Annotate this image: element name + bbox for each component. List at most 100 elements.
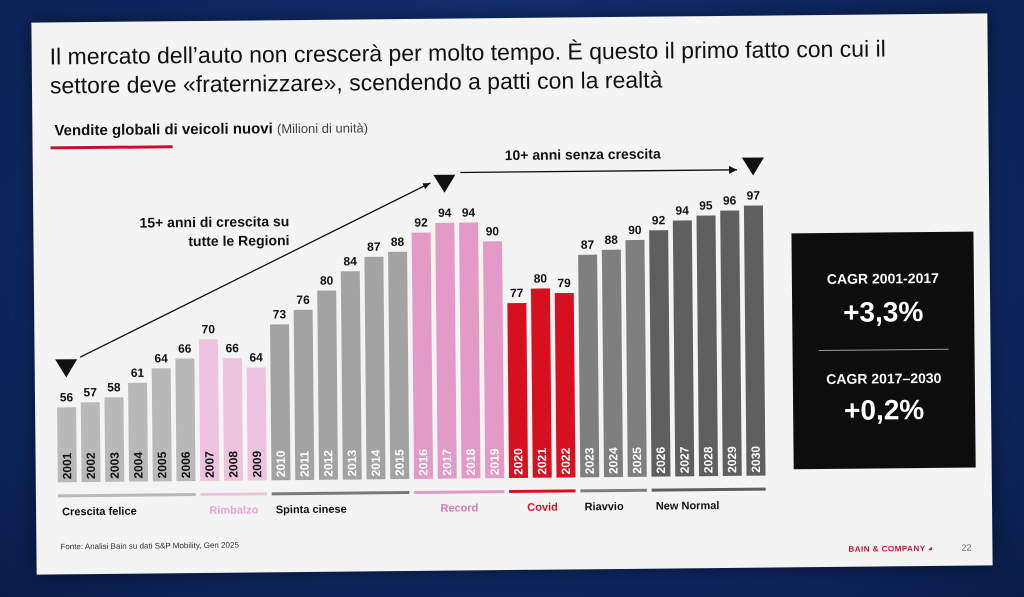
value-label-2001: 56 [60, 390, 74, 404]
bar-2003 [104, 397, 125, 482]
bar-2025 [625, 239, 647, 477]
year-label-2017: 2017 [440, 449, 454, 476]
bar-2019 [482, 241, 505, 479]
bar-2011 [293, 309, 315, 481]
year-label-2027: 2027 [677, 446, 691, 473]
year-label-2012: 2012 [321, 450, 335, 477]
value-label-2019: 90 [486, 224, 500, 238]
year-label-2004: 2004 [131, 452, 145, 479]
phase-line-covid [509, 489, 576, 494]
phase-line-crescita_felice [57, 493, 196, 498]
year-label-2002: 2002 [84, 452, 98, 479]
phase-line-record [414, 490, 505, 494]
bar-2021 [530, 288, 552, 478]
bar-2015 [388, 251, 410, 480]
value-label-2017: 94 [438, 206, 452, 220]
phase-label-rimbalzo: Rimbalzo [209, 504, 258, 516]
brand-name: BAIN & COMPANY [848, 544, 926, 554]
brand-logo: BAIN & COMPANY ◕ [848, 544, 933, 554]
year-label-2016: 2016 [416, 449, 430, 476]
value-label-2015: 88 [391, 235, 405, 249]
page-number: 22 [961, 542, 972, 553]
year-label-2001: 2001 [60, 452, 74, 479]
cagr-label-1: CAGR 2001-2017 [826, 269, 939, 287]
phase-line-new_normal [651, 487, 766, 492]
bar-2017 [435, 222, 457, 479]
phase-line-rimbalzo [200, 492, 267, 497]
year-label-2008: 2008 [226, 451, 240, 478]
year-label-2020: 2020 [511, 448, 525, 475]
year-label-2028: 2028 [701, 446, 715, 473]
marker-triangle-2001 [55, 359, 78, 378]
bar-2008 [222, 358, 244, 481]
phase-label-riavvio: Riavvio [584, 501, 624, 513]
phase-label-record: Record [440, 502, 478, 514]
year-label-2030: 2030 [749, 446, 763, 473]
bar-2018 [459, 222, 481, 479]
bar-2002 [80, 402, 101, 483]
bar-2010 [270, 324, 291, 481]
bar-2016 [411, 232, 434, 479]
growth-annotation-line1: 15+ anni di crescita su [139, 213, 290, 231]
marker-triangle-2030 [741, 157, 764, 176]
year-label-2029: 2029 [725, 446, 739, 473]
value-label-2011: 76 [296, 293, 310, 307]
value-label-2005: 64 [154, 351, 168, 365]
growth-annotation-line2: tutte le Regioni [188, 232, 290, 250]
value-label-2026: 92 [652, 213, 666, 227]
year-label-2010: 2010 [274, 450, 288, 477]
bar-2006 [175, 358, 196, 482]
bar-2030 [743, 205, 766, 476]
cagr-value-1: +3,3% [842, 296, 924, 328]
growth-arrow-line [79, 182, 431, 358]
bar-2028 [696, 215, 719, 477]
value-label-2008: 66 [226, 341, 240, 355]
stagnation-arrow-head [729, 165, 738, 174]
value-label-2020: 77 [510, 286, 524, 300]
bar-2029 [720, 210, 742, 476]
bar-2012 [317, 290, 339, 480]
year-label-2014: 2014 [369, 449, 383, 476]
year-label-2022: 2022 [559, 447, 573, 474]
cagr-value-2: +0,2% [843, 394, 925, 426]
value-label-2010: 73 [273, 307, 287, 321]
value-label-2012: 80 [320, 274, 334, 288]
year-label-2011: 2011 [297, 451, 311, 477]
value-label-2023: 87 [581, 238, 595, 252]
phase-label-new_normal: New Normal [656, 500, 720, 513]
cagr-panel: CAGR 2001-2017 +3,3% CAGR 2017–2030 +0,2… [791, 231, 976, 470]
value-label-2024: 88 [604, 233, 618, 247]
year-label-2003: 2003 [107, 452, 121, 479]
bar-2005 [151, 368, 172, 482]
year-label-2006: 2006 [179, 451, 193, 478]
value-label-2028: 95 [699, 198, 713, 212]
phase-label-covid: Covid [527, 502, 558, 514]
year-label-2023: 2023 [582, 447, 596, 474]
value-label-2029: 96 [723, 193, 737, 207]
value-label-2027: 94 [675, 203, 689, 217]
marker-triangle-2017 [433, 174, 456, 193]
sales-bar-chart: 56 2001 57 2002 58 2003 61 2004 64 2005 66 2006 70 20… [55, 157, 766, 518]
cagr-divider [818, 348, 949, 352]
bar-2024 [601, 249, 624, 478]
bar-2004 [128, 382, 149, 482]
source-note: Fonte: Analisi Bain su dati S&P Mobility… [60, 540, 239, 552]
phase-line-spinta_cinese [271, 490, 410, 496]
value-label-2004: 61 [131, 366, 145, 380]
bar-2027 [672, 220, 695, 477]
value-label-2030: 97 [747, 188, 761, 202]
bar-2013 [340, 271, 362, 480]
bar-2009 [246, 367, 267, 481]
year-label-2019: 2019 [487, 448, 501, 475]
value-label-2014: 87 [367, 240, 381, 254]
value-label-2025: 90 [628, 223, 642, 237]
year-label-2025: 2025 [630, 447, 644, 474]
year-label-2018: 2018 [464, 448, 478, 475]
cagr-label-2: CAGR 2017–2030 [826, 369, 942, 387]
year-label-2009: 2009 [250, 450, 264, 477]
year-label-2013: 2013 [345, 449, 359, 476]
value-label-2009: 64 [249, 350, 263, 364]
bar-2020 [507, 302, 529, 479]
year-label-2026: 2026 [654, 446, 668, 473]
value-label-2006: 66 [178, 342, 192, 356]
